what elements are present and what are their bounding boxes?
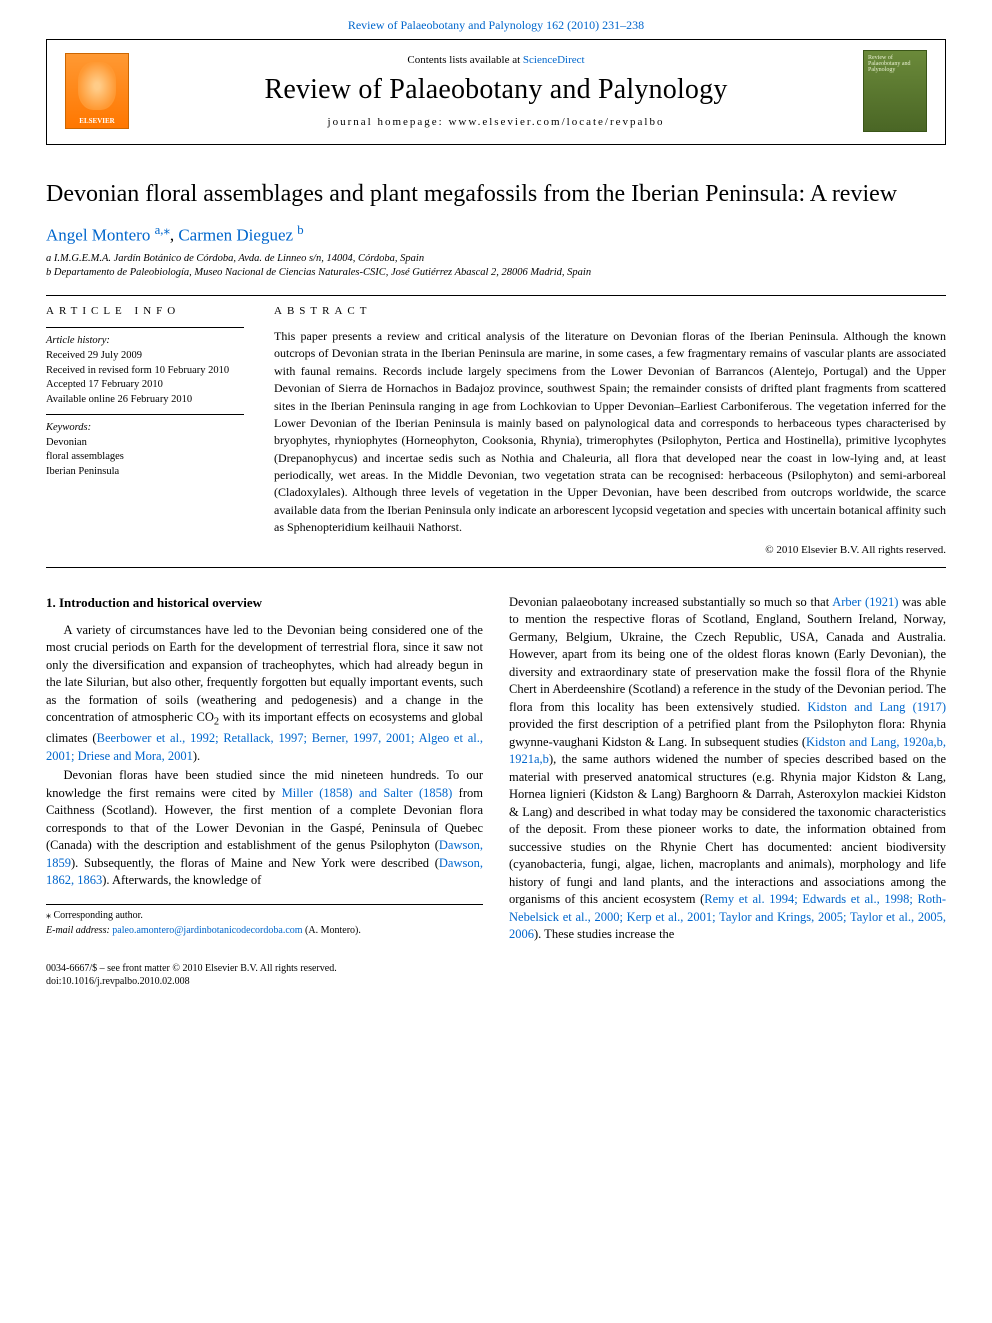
journal-center: Contents lists available at ScienceDirec… <box>143 54 849 128</box>
history-received: Received 29 July 2009 <box>46 349 244 364</box>
corr-email-link[interactable]: paleo.amontero@jardinbotanicodecordoba.c… <box>112 925 302 936</box>
elsevier-logo-label: ELSEVIER <box>79 117 114 125</box>
abstract-copyright: © 2010 Elsevier B.V. All rights reserved… <box>274 543 946 559</box>
contents-lists-line: Contents lists available at ScienceDirec… <box>143 54 849 66</box>
affiliation-a: a I.M.G.E.M.A. Jardín Botánico de Córdob… <box>46 252 946 267</box>
ref-link-2[interactable]: Miller (1858) and Salter (1858) <box>282 786 453 800</box>
ref-link-1[interactable]: Beerbower et al., 1992; Retallack, 1997;… <box>46 731 483 763</box>
author-list: Angel Montero a,⁎, Carmen Dieguez b <box>46 223 946 246</box>
left-column: 1. Introduction and historical overview … <box>46 594 483 946</box>
history-online: Available online 26 February 2010 <box>46 393 244 408</box>
ref-link-5[interactable]: Arber (1921) <box>832 595 898 609</box>
abstract: ABSTRACT This paper presents a review an… <box>274 304 946 559</box>
journal-homepage: journal homepage: www.elsevier.com/locat… <box>143 116 849 128</box>
journal-name: Review of Palaeobotany and Palynology <box>143 74 849 106</box>
footer-copyright: 0034-6667/$ – see front matter © 2010 El… <box>46 962 946 975</box>
history-revised: Received in revised form 10 February 201… <box>46 364 244 379</box>
journal-masthead: ELSEVIER Contents lists available at Sci… <box>46 39 946 145</box>
history-accepted: Accepted 17 February 2010 <box>46 378 244 393</box>
corr-email-line: E-mail address: paleo.amontero@jardinbot… <box>46 924 483 938</box>
keyword-1: Devonian <box>46 436 244 451</box>
affiliations: a I.M.G.E.M.A. Jardín Botánico de Córdob… <box>46 252 946 281</box>
journal-cover-thumb: Review of Palaeobotany and Palynology <box>863 50 927 132</box>
affiliation-b: b Departamento de Paleobiología, Museo N… <box>46 266 946 281</box>
contents-prefix: Contents lists available at <box>407 54 522 66</box>
elsevier-logo: ELSEVIER <box>65 53 129 129</box>
rule-top <box>46 295 946 296</box>
article-history-head: Article history: <box>46 335 110 346</box>
right-column: Devonian palaeobotany increased substant… <box>509 594 946 946</box>
article-title: Devonian floral assemblages and plant me… <box>46 179 946 209</box>
ref-link-6[interactable]: Kidston and Lang (1917) <box>807 700 946 714</box>
running-header: Review of Palaeobotany and Palynology 16… <box>0 0 992 39</box>
corresponding-author-block: ⁎ Corresponding author. E-mail address: … <box>46 904 483 938</box>
rule-bottom <box>46 567 946 568</box>
keyword-3: Iberian Peninsula <box>46 465 244 480</box>
sciencedirect-link[interactable]: ScienceDirect <box>523 54 585 66</box>
info-rule-2 <box>46 414 244 415</box>
section-1-head: 1. Introduction and historical overview <box>46 594 483 612</box>
author-2-aff-link[interactable]: b <box>297 223 303 237</box>
info-rule-1 <box>46 327 244 328</box>
author-2-link[interactable]: Carmen Dieguez <box>178 226 297 245</box>
right-p1: Devonian palaeobotany increased substant… <box>509 594 946 944</box>
author-1-link[interactable]: Angel Montero <box>46 226 155 245</box>
abstract-head: ABSTRACT <box>274 304 946 320</box>
footer-doi: doi:10.1016/j.revpalbo.2010.02.008 <box>46 975 946 988</box>
keywords-head: Keywords: <box>46 422 91 433</box>
article-info: ARTICLE INFO Article history: Received 2… <box>46 304 244 559</box>
page-footer: 0034-6667/$ – see front matter © 2010 El… <box>46 962 946 988</box>
article-info-head: ARTICLE INFO <box>46 304 244 319</box>
left-p1: A variety of circumstances have led to t… <box>46 622 483 766</box>
left-p2: Devonian floras have been studied since … <box>46 767 483 890</box>
abstract-text: This paper presents a review and critica… <box>274 328 946 537</box>
keyword-2: floral assemblages <box>46 450 244 465</box>
cover-thumb-label: Review of Palaeobotany and Palynology <box>868 55 911 73</box>
info-abstract-row: ARTICLE INFO Article history: Received 2… <box>46 304 946 559</box>
corr-line: ⁎ Corresponding author. <box>46 909 483 923</box>
running-header-link[interactable]: Review of Palaeobotany and Palynology 16… <box>348 18 644 32</box>
body-columns: 1. Introduction and historical overview … <box>46 594 946 946</box>
